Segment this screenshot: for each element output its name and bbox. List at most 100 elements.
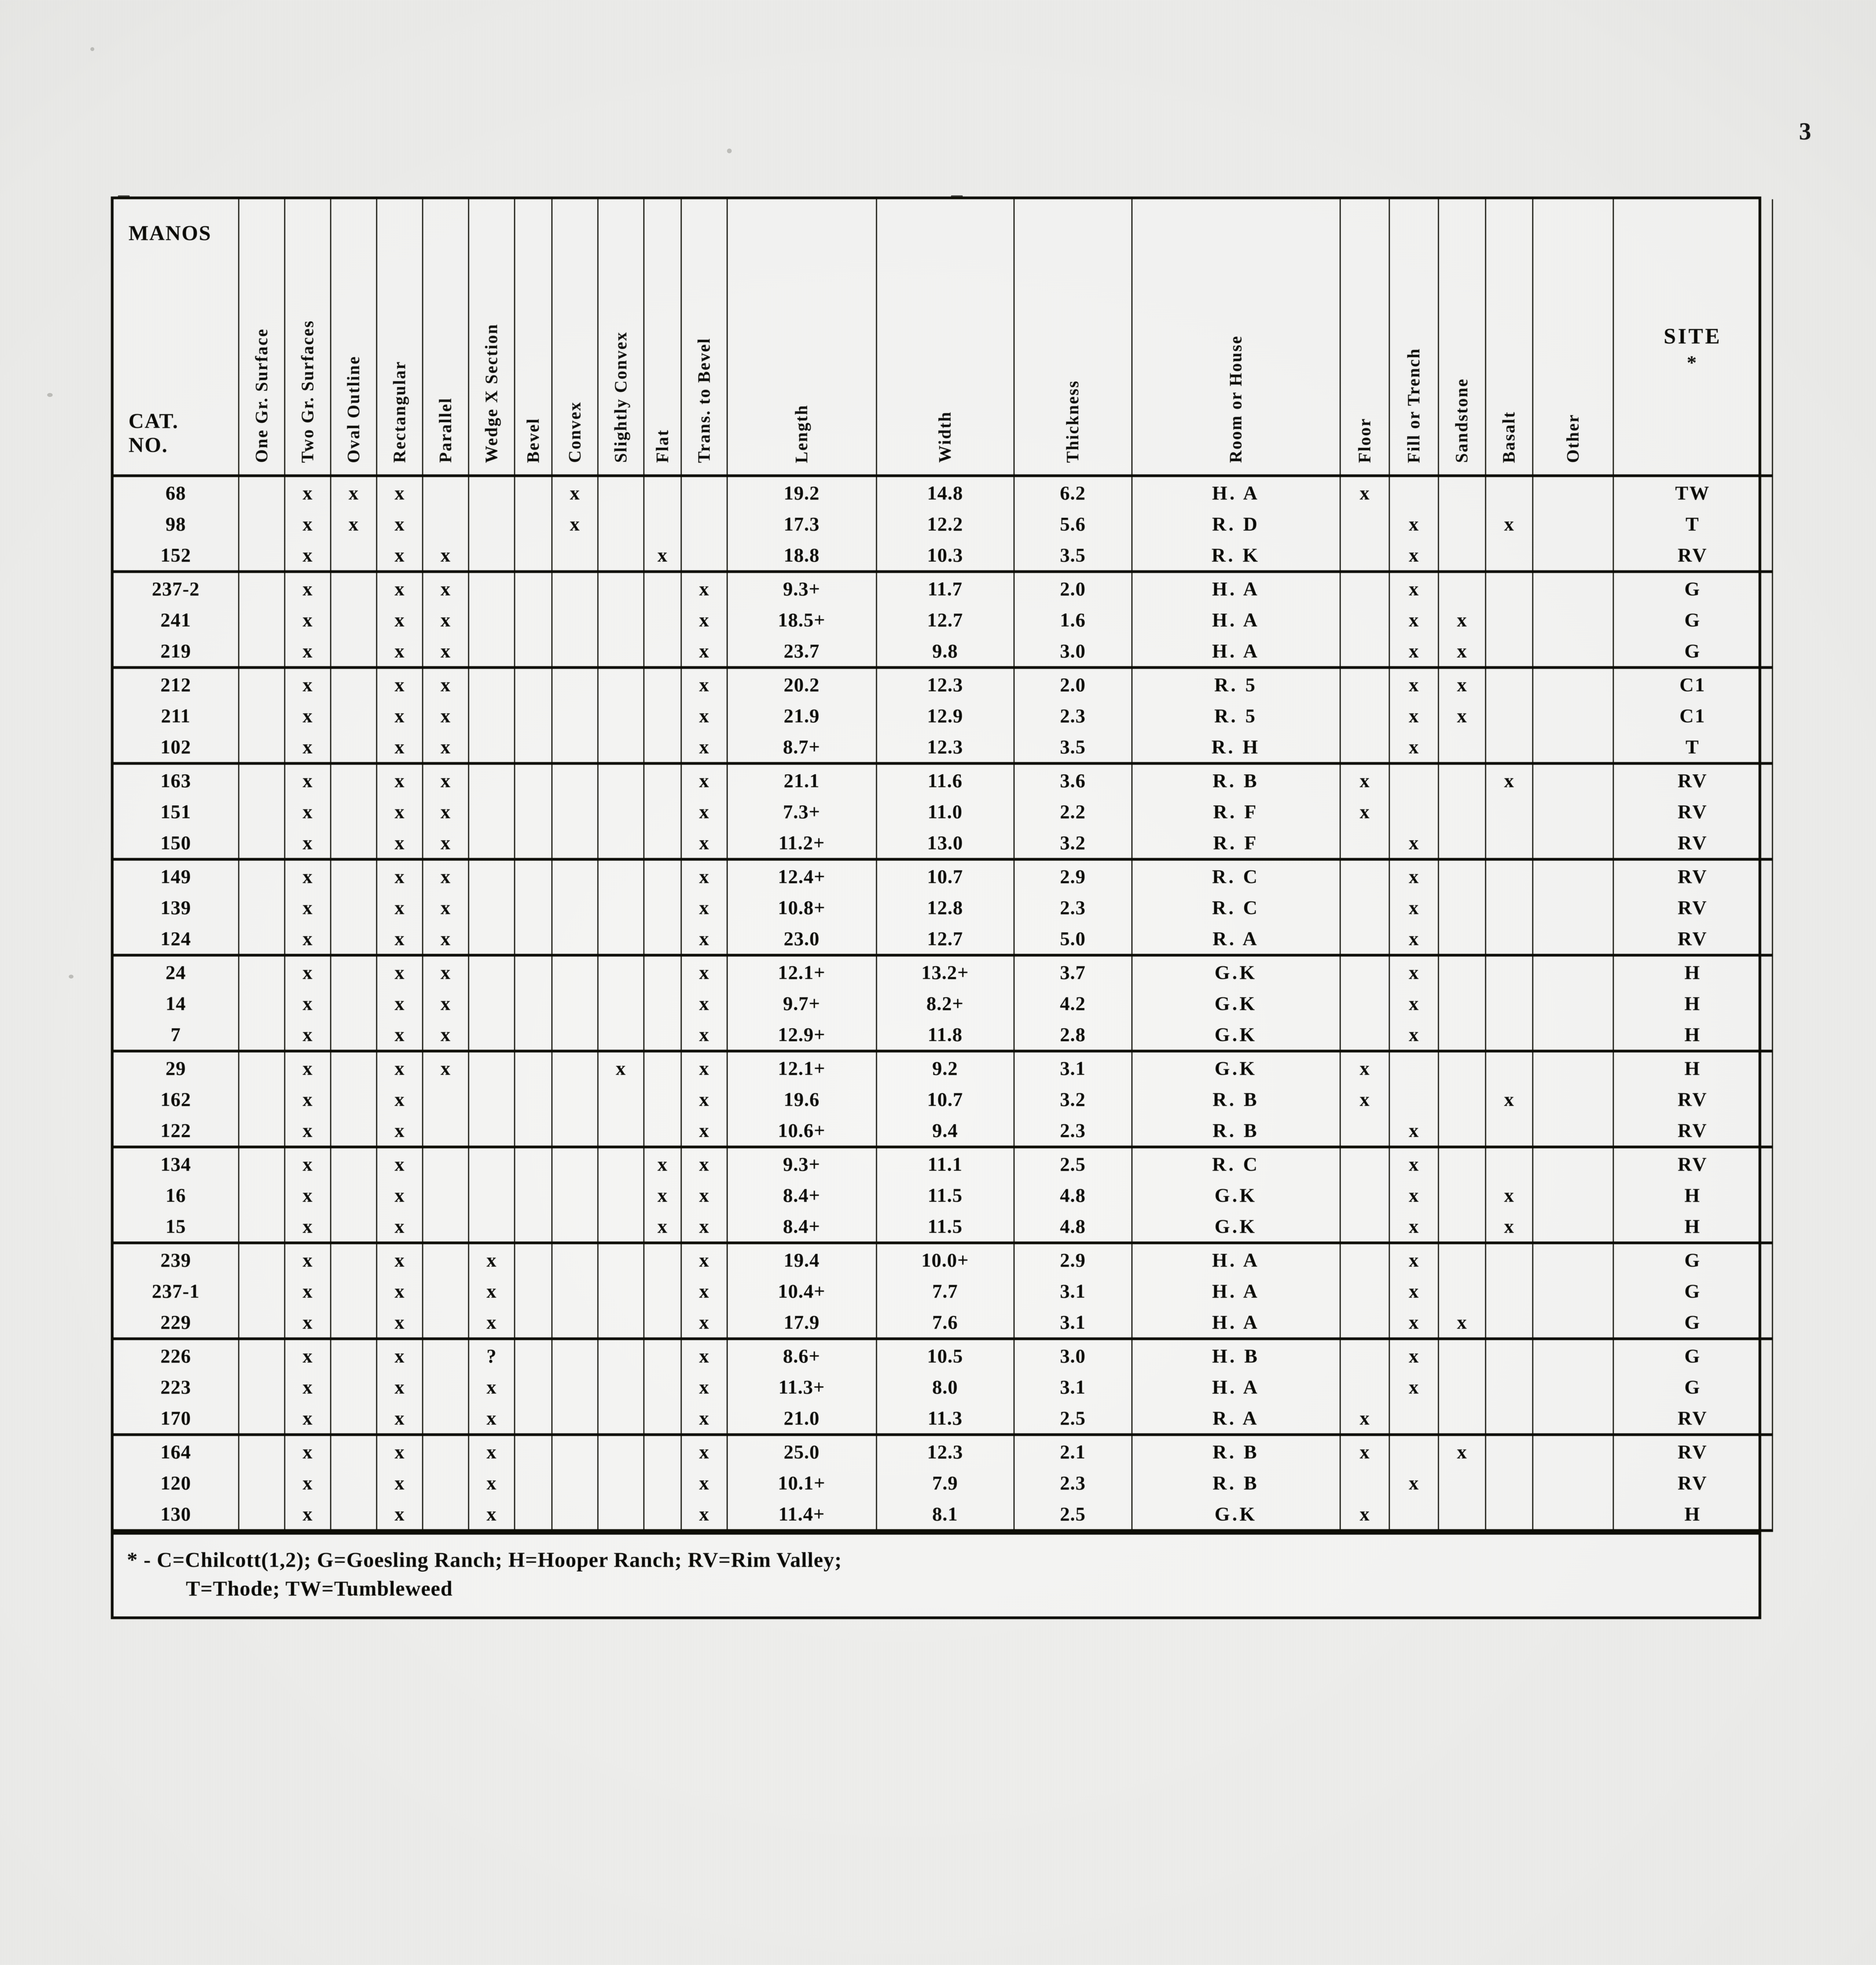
cell-other xyxy=(1533,859,1614,892)
cell-other xyxy=(1533,604,1614,635)
cell-bevel xyxy=(514,1084,553,1115)
table-row: 7 x x x x 12.9+ 11.8 2.8 G.K x H xyxy=(114,1019,1773,1052)
cell-convex xyxy=(552,1339,598,1371)
cell-room-or-house: R. C xyxy=(1132,1147,1341,1179)
cell-width: 12.7 xyxy=(876,923,1015,957)
cell-other xyxy=(1533,1467,1614,1498)
cell-other xyxy=(1533,1498,1614,1532)
cell-width: 11.6 xyxy=(876,763,1015,796)
cell-parallel xyxy=(422,1275,469,1306)
cell-convex xyxy=(552,1275,598,1306)
cell-slightly_convex xyxy=(598,1147,644,1179)
cell-two_gr_surfaces: x xyxy=(285,1243,331,1275)
cell-flat xyxy=(644,508,682,539)
cell-other xyxy=(1533,1339,1614,1371)
cell-slightly_convex xyxy=(598,1275,644,1306)
cell-rectangular: x xyxy=(376,1467,423,1498)
cell-parallel xyxy=(422,508,469,539)
cell-other xyxy=(1533,508,1614,539)
cell-rectangular: x xyxy=(376,635,423,669)
cell-cat-no: 170 xyxy=(114,1402,239,1436)
header-fill-or-trench: Fill or Trench xyxy=(1389,199,1439,477)
cell-other xyxy=(1533,763,1614,796)
cell-rectangular: x xyxy=(376,1498,423,1532)
cell-parallel xyxy=(422,1306,469,1340)
cell-thickness: 3.1 xyxy=(1014,1371,1133,1402)
cell-basalt xyxy=(1485,539,1533,573)
cell-bevel xyxy=(514,1306,553,1340)
cell-flat xyxy=(644,700,682,731)
cell-one_gr_surface xyxy=(239,859,285,892)
cell-parallel: x xyxy=(422,539,469,573)
cell-trans_to_bevel: x xyxy=(681,667,728,700)
header-slightly-convex: Slightly Convex xyxy=(598,199,644,477)
cell-basalt xyxy=(1485,1498,1533,1532)
cell-rectangular: x xyxy=(376,1084,423,1115)
cell-trans_to_bevel: x xyxy=(681,700,728,731)
cell-slightly_convex xyxy=(598,1467,644,1498)
cell-bevel xyxy=(514,571,553,604)
cell-room-or-house: G.K xyxy=(1132,955,1341,988)
cell-slightly_convex xyxy=(598,1210,644,1244)
cell-rectangular: x xyxy=(376,1115,423,1148)
cell-flat xyxy=(644,988,682,1019)
cell-thickness: 2.3 xyxy=(1014,892,1133,923)
cell-bevel xyxy=(514,1339,553,1371)
cell-trans_to_bevel: x xyxy=(681,1467,728,1498)
cell-trans_to_bevel xyxy=(681,476,728,508)
page-number: 3 xyxy=(1799,118,1811,145)
cell-cat-no: 130 xyxy=(114,1498,239,1532)
cell-trans_to_bevel: x xyxy=(681,1498,728,1532)
cell-two_gr_surfaces: x xyxy=(285,1147,331,1179)
cell-flat xyxy=(644,1115,682,1148)
cell-one_gr_surface xyxy=(239,1434,285,1467)
cell-oval_outline xyxy=(330,1019,377,1052)
cell-rectangular: x xyxy=(376,1339,423,1371)
cell-fill_or_trench: x xyxy=(1389,1210,1439,1244)
cell-site: H xyxy=(1613,1019,1773,1052)
cell-sandstone: x xyxy=(1438,1434,1486,1467)
cell-site: G xyxy=(1613,635,1773,669)
cell-length: 23.7 xyxy=(727,635,877,669)
cell-rectangular: x xyxy=(376,859,423,892)
cell-one_gr_surface xyxy=(239,1306,285,1340)
cell-room-or-house: R. B xyxy=(1132,763,1341,796)
cell-thickness: 2.1 xyxy=(1014,1434,1133,1467)
cell-cat-no: 149 xyxy=(114,859,239,892)
cell-flat: x xyxy=(644,1147,682,1179)
cell-trans_to_bevel: x xyxy=(681,955,728,988)
cell-two_gr_surfaces: x xyxy=(285,667,331,700)
table-header-row: MANOS CAT. NO. One Gr. Surface Two Gr. S… xyxy=(114,199,1773,477)
cell-oval_outline xyxy=(330,700,377,731)
cell-two_gr_surfaces: x xyxy=(285,1339,331,1371)
cell-fill_or_trench: x xyxy=(1389,571,1439,604)
header-flat: Flat xyxy=(644,199,682,477)
cell-two_gr_surfaces: x xyxy=(285,892,331,923)
cell-convex xyxy=(552,1243,598,1275)
cell-fill_or_trench: x xyxy=(1389,635,1439,669)
cell-site: RV xyxy=(1613,1402,1773,1436)
cell-bevel xyxy=(514,667,553,700)
cell-two_gr_surfaces: x xyxy=(285,604,331,635)
cell-oval_outline xyxy=(330,1434,377,1467)
cell-cat-no: 15 xyxy=(114,1210,239,1244)
cell-wedge_x_section xyxy=(468,508,515,539)
cell-width: 10.7 xyxy=(876,1084,1015,1115)
cell-room-or-house: R. H xyxy=(1132,731,1341,765)
cell-one_gr_surface xyxy=(239,604,285,635)
cell-basalt xyxy=(1485,923,1533,957)
header-one-gr-surface: One Gr. Surface xyxy=(239,199,285,477)
cell-fill_or_trench: x xyxy=(1389,539,1439,573)
cell-flat xyxy=(644,923,682,957)
cell-trans_to_bevel: x xyxy=(681,1371,728,1402)
cell-sandstone: x xyxy=(1438,667,1486,700)
cell-wedge_x_section xyxy=(468,1084,515,1115)
cell-floor: x xyxy=(1340,1051,1390,1084)
cell-site: G xyxy=(1613,1306,1773,1340)
cell-one_gr_surface xyxy=(239,1243,285,1275)
cell-rectangular: x xyxy=(376,476,423,508)
cell-bevel xyxy=(514,923,553,957)
cell-basalt xyxy=(1485,1115,1533,1148)
cell-sandstone xyxy=(1438,571,1486,604)
cell-width: 11.0 xyxy=(876,796,1015,827)
